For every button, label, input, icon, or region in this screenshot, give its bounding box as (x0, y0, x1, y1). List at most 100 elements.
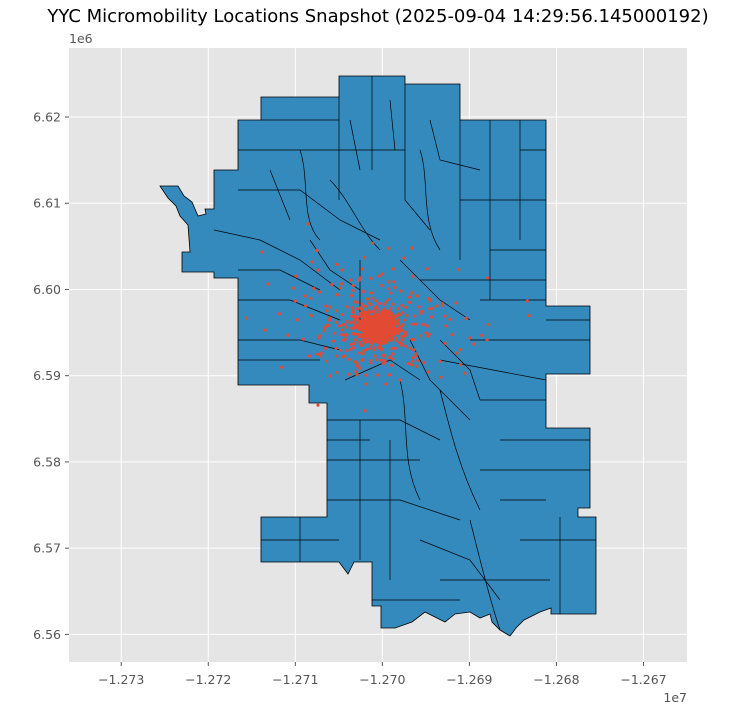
vehicle-point (337, 324, 342, 328)
community-boundary-line (429, 119, 481, 171)
vehicle-point (364, 373, 368, 377)
vehicle-point (387, 316, 391, 321)
vehicle-point (340, 333, 344, 337)
vehicle-point (468, 336, 472, 340)
community-boundary-line (389, 99, 396, 151)
vehicle-point (464, 316, 468, 320)
vehicle-point (375, 358, 379, 362)
vehicle-point (458, 348, 462, 352)
vehicle-point (367, 310, 372, 314)
vehicle-point (388, 310, 392, 314)
vehicle-point (382, 354, 386, 358)
vehicle-point (391, 352, 395, 356)
vehicle-point (374, 299, 378, 303)
vehicle-point (385, 328, 389, 332)
vehicle-point (319, 354, 323, 358)
vehicle-point (369, 359, 373, 363)
vehicle-point (368, 340, 372, 344)
vehicle-point (355, 315, 359, 319)
vehicle-point (381, 334, 385, 338)
vehicle-point (389, 306, 393, 310)
vehicle-point (480, 333, 484, 337)
vehicle-point (411, 355, 415, 360)
vehicle-point (393, 320, 397, 324)
vehicle-point (391, 328, 396, 332)
x-axis-offset-label: 1e7 (663, 690, 687, 705)
vehicle-point (352, 332, 356, 336)
vehicle-point (332, 339, 336, 343)
vehicle-point (430, 306, 434, 310)
vehicle-point (389, 339, 393, 343)
vehicle-point (362, 255, 366, 259)
community-boundary-line (238, 269, 321, 291)
vehicle-point (357, 351, 361, 355)
vehicle-point (419, 311, 423, 315)
vehicle-point (356, 307, 360, 311)
vehicle-point (354, 370, 358, 374)
vehicle-point (369, 314, 373, 319)
vehicle-point (363, 409, 367, 413)
vehicle-point (353, 314, 357, 318)
vehicle-point (440, 302, 444, 306)
vehicle-point (363, 321, 367, 325)
vehicle-point (411, 359, 415, 363)
vehicle-point (463, 371, 467, 375)
vehicle-point (438, 359, 442, 363)
vehicle-point (408, 300, 412, 304)
vehicle-point (367, 301, 371, 305)
vehicle-point (400, 303, 404, 307)
community-boundary-line (344, 359, 421, 381)
x-tick-label: −1.267 (620, 672, 666, 687)
community-boundary-line (299, 149, 321, 241)
vehicle-point (406, 361, 410, 365)
vehicle-point (393, 330, 397, 334)
community-boundary-line (404, 84, 431, 231)
vehicle-point (387, 333, 391, 337)
vehicle-point (307, 354, 311, 358)
vehicle-point (405, 313, 409, 317)
vehicle-point (340, 328, 344, 332)
vehicle-point (457, 268, 461, 272)
vehicle-point (428, 298, 432, 302)
vehicle-point (369, 276, 373, 280)
vehicle-point (333, 331, 337, 335)
vehicle-point (344, 333, 348, 337)
vehicle-point (373, 354, 377, 358)
vehicle-point (361, 335, 365, 339)
vehicle-point (335, 262, 339, 267)
vehicle-point (365, 321, 369, 325)
vehicle-point (415, 294, 419, 298)
vehicle-point (382, 307, 386, 311)
vehicle-point (376, 373, 380, 377)
vehicle-point (360, 328, 364, 332)
vehicle-point (399, 289, 403, 293)
community-boundary-line (238, 299, 341, 321)
vehicle-point (355, 318, 359, 322)
vehicle-point (379, 323, 383, 327)
vehicle-point (391, 302, 395, 306)
community-boundary-line (439, 339, 481, 401)
vehicle-point (316, 352, 320, 356)
vehicle-point (403, 333, 407, 337)
vehicle-point (418, 334, 422, 338)
vehicle-point (277, 312, 281, 316)
vehicle-point (448, 317, 452, 321)
vehicle-point (415, 364, 419, 368)
vehicle-point (485, 338, 489, 342)
y-tick-label: 6.60 (33, 282, 61, 297)
community-boundary-line (419, 149, 441, 251)
vehicle-point (377, 336, 381, 340)
vehicle-point (378, 318, 382, 322)
community-boundary-line (327, 419, 441, 441)
vehicle-point (363, 332, 367, 336)
vehicle-point (472, 342, 476, 346)
vehicle-point (368, 333, 372, 337)
vehicle-point (294, 274, 298, 278)
vehicle-point (366, 324, 370, 329)
vehicle-point (359, 314, 363, 318)
vehicle-point (371, 296, 375, 300)
vehicle-point (377, 334, 381, 338)
x-tick-label: −1.270 (359, 672, 405, 687)
vehicle-point (400, 334, 404, 339)
vehicle-point (350, 314, 354, 318)
